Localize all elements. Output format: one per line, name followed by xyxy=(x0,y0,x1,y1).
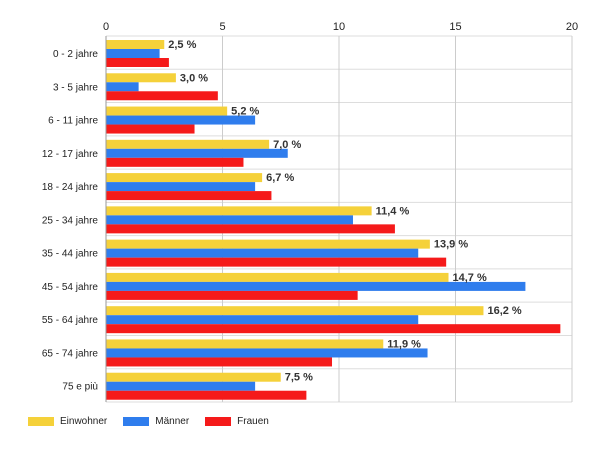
category-label: 6 - 11 jahre xyxy=(48,116,98,127)
bar-mnner-5 xyxy=(106,215,353,225)
category-label: 65 - 74 jahre xyxy=(42,348,99,359)
legend-swatch-frauen xyxy=(205,417,232,426)
category-label: 55 - 64 jahre xyxy=(42,315,99,326)
bar-mnner-7 xyxy=(106,281,526,291)
category-label: 45 - 54 jahre xyxy=(42,282,99,293)
bar-frauen-10 xyxy=(106,390,307,400)
category-label: 12 - 17 jahre xyxy=(42,149,99,160)
bar-mnner-3 xyxy=(106,148,288,158)
bar-frauen-6 xyxy=(106,257,447,267)
data-label: 5,2 % xyxy=(231,106,259,118)
bar-einwohner-8 xyxy=(106,306,484,316)
bar-einwohner-5 xyxy=(106,206,372,216)
bar-frauen-7 xyxy=(106,290,358,300)
bar-einwohner-1 xyxy=(106,73,176,83)
bar-mnner-9 xyxy=(106,348,428,358)
x-tick-label: 20 xyxy=(566,21,578,33)
category-label: 0 - 2 jahre xyxy=(53,49,98,60)
data-label: 2,5 % xyxy=(168,39,196,51)
bar-mnner-8 xyxy=(106,315,419,325)
data-label: 14,7 % xyxy=(453,272,487,284)
bar-einwohner-0 xyxy=(106,40,165,49)
data-label: 7,0 % xyxy=(273,139,301,151)
chart-legend: Einwohner Männer Frauen xyxy=(28,416,285,427)
data-label: 11,4 % xyxy=(376,205,410,217)
bar-frauen-9 xyxy=(106,357,333,367)
legend-swatch-maenner xyxy=(123,417,150,426)
bar-einwohner-7 xyxy=(106,272,449,282)
category-label: 18 - 24 jahre xyxy=(42,182,99,193)
bar-frauen-2 xyxy=(106,124,195,134)
bar-frauen-1 xyxy=(106,91,218,101)
bar-einwohner-4 xyxy=(106,173,263,183)
data-label: 7,5 % xyxy=(285,372,313,384)
x-tick-label: 5 xyxy=(219,21,225,33)
x-tick-label: 15 xyxy=(449,21,461,33)
bar-frauen-4 xyxy=(106,191,272,201)
bar-mnner-1 xyxy=(106,82,139,92)
bar-mnner-2 xyxy=(106,115,256,125)
bar-einwohner-6 xyxy=(106,239,430,249)
legend-item-maenner: Männer xyxy=(123,416,189,427)
legend-swatch-einwohner xyxy=(28,417,54,426)
bar-frauen-8 xyxy=(106,324,561,334)
legend-label-maenner: Männer xyxy=(155,416,190,427)
category-label: 25 - 34 jahre xyxy=(42,215,99,226)
x-tick-label: 0 xyxy=(103,21,109,33)
bar-mnner-0 xyxy=(106,49,160,58)
bar-frauen-0 xyxy=(106,58,169,67)
x-tick-label: 10 xyxy=(333,21,345,33)
bar-frauen-3 xyxy=(106,157,244,167)
legend-item-frauen: Frauen xyxy=(205,416,269,427)
data-label: 6,7 % xyxy=(266,172,294,184)
bar-mnner-6 xyxy=(106,248,419,258)
bar-einwohner-3 xyxy=(106,139,270,149)
bar-frauen-5 xyxy=(106,224,395,234)
bar-einwohner-2 xyxy=(106,106,228,116)
legend-label-frauen: Frauen xyxy=(237,416,269,427)
legend-item-einwohner: Einwohner xyxy=(28,416,107,427)
bar-einwohner-10 xyxy=(106,372,281,382)
data-label: 3,0 % xyxy=(180,72,208,84)
bar-mnner-4 xyxy=(106,182,256,192)
bar-mnner-10 xyxy=(106,381,256,391)
category-label: 75 e più xyxy=(62,382,98,393)
data-label: 16,2 % xyxy=(487,305,521,317)
data-label: 13,9 % xyxy=(434,239,468,251)
data-label: 11,9 % xyxy=(387,338,421,350)
category-label: 35 - 44 jahre xyxy=(42,249,99,260)
category-label: 3 - 5 jahre xyxy=(53,82,98,93)
legend-label-einwohner: Einwohner xyxy=(60,416,108,427)
bar-einwohner-9 xyxy=(106,339,384,349)
